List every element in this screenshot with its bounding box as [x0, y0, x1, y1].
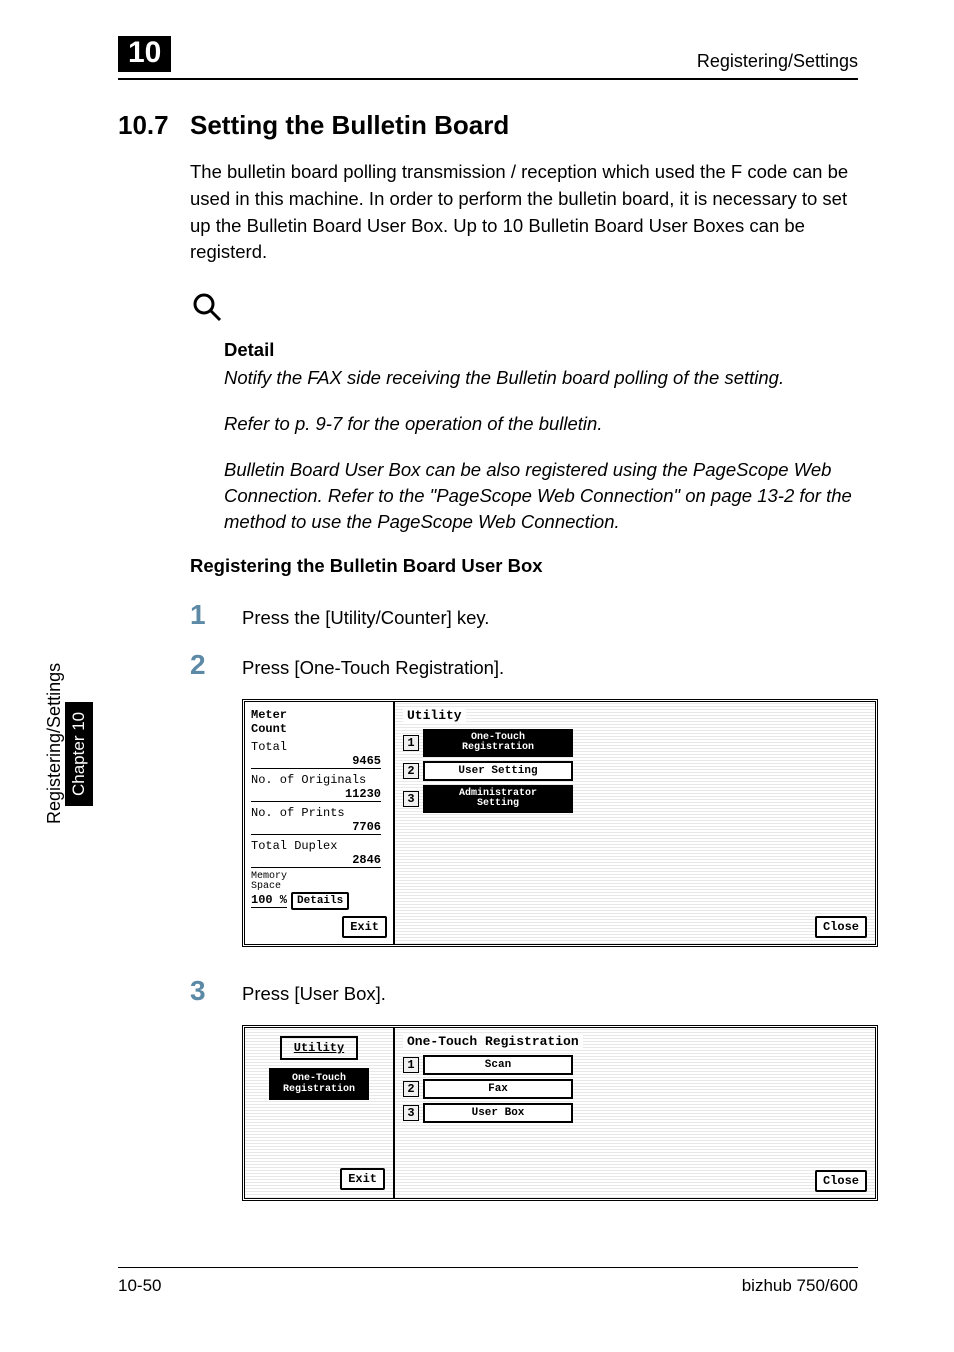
detail-icon	[190, 290, 858, 329]
option-user-box[interactable]: 3 User Box	[403, 1103, 867, 1123]
option-number: 2	[403, 763, 419, 779]
exit-button[interactable]: Exit	[342, 916, 387, 938]
details-button[interactable]: Details	[291, 892, 349, 910]
close-button[interactable]: Close	[815, 1170, 867, 1192]
meter-value: 2846	[251, 853, 381, 868]
option-number: 3	[403, 1105, 419, 1121]
page-header: 10 Registering/Settings	[118, 36, 858, 80]
close-button[interactable]: Close	[815, 916, 867, 938]
option-admin-setting[interactable]: 3 Administrator Setting	[403, 785, 867, 813]
option-label: Administrator Setting	[423, 785, 573, 813]
meter-originals: No. of Originals 11230	[251, 773, 387, 802]
step-text: Press [User Box].	[242, 983, 386, 1005]
exit-button[interactable]: Exit	[340, 1168, 385, 1190]
meter-value: 9465	[251, 754, 381, 769]
detail-p2: Refer to p. 9-7 for the operation of the…	[224, 411, 858, 437]
option-user-setting[interactable]: 2 User Setting	[403, 761, 867, 781]
option-number: 3	[403, 791, 419, 807]
utility-button[interactable]: Utility	[280, 1036, 358, 1060]
step-text: Press [One-Touch Registration].	[242, 657, 504, 679]
page-footer: 10-50 bizhub 750/600	[118, 1267, 858, 1296]
one-touch-reg-button[interactable]: One-Touch Registration	[269, 1068, 369, 1100]
lcd-panel-utility: Meter Count Total 9465 No. of Originals …	[242, 699, 878, 947]
utility-title: Utility	[403, 708, 466, 723]
meter-label: No. of Prints	[251, 806, 387, 820]
option-fax[interactable]: 2 Fax	[403, 1079, 867, 1099]
step-text: Press the [Utility/Counter] key.	[242, 607, 489, 629]
option-number: 1	[403, 735, 419, 751]
step-3: 3 Press [User Box].	[190, 975, 858, 1007]
detail-p3: Bulletin Board User Box can be also regi…	[224, 457, 858, 535]
meter-total: Total 9465	[251, 740, 387, 769]
sidetab-chapter: Chapter 10	[65, 702, 93, 806]
step-1: 1 Press the [Utility/Counter] key.	[190, 599, 858, 631]
memory-value: 100 %	[251, 893, 287, 908]
meter-duplex: Total Duplex 2846	[251, 839, 387, 868]
subheading: Registering the Bulletin Board User Box	[190, 555, 858, 577]
option-label: User Setting	[423, 761, 573, 781]
step-2: 2 Press [One-Touch Registration].	[190, 649, 858, 681]
running-head: Registering/Settings	[697, 51, 858, 72]
option-label: Fax	[423, 1079, 573, 1099]
sidetab-section: Registering/Settings	[44, 663, 64, 824]
meter-count-title: Meter Count	[251, 708, 387, 736]
meter-label: Total	[251, 740, 387, 754]
meter-label: No. of Originals	[251, 773, 387, 787]
step-number: 1	[190, 599, 242, 631]
meter-prints: No. of Prints 7706	[251, 806, 387, 835]
option-label: Scan	[423, 1055, 573, 1075]
detail-heading: Detail	[224, 339, 858, 361]
chapter-badge: 10	[118, 36, 171, 72]
one-touch-title: One-Touch Registration	[403, 1034, 583, 1049]
detail-p1: Notify the FAX side receiving the Bullet…	[224, 365, 858, 391]
side-tab: Registering/Settings Chapter 10	[44, 546, 80, 826]
step-number: 3	[190, 975, 242, 1007]
meter-value: 7706	[251, 820, 381, 835]
lcd-panel-one-touch: Utility One-Touch Registration Exit One-…	[242, 1025, 878, 1201]
option-label: One-Touch Registration	[423, 729, 573, 757]
option-scan[interactable]: 1 Scan	[403, 1055, 867, 1075]
footer-page-number: 10-50	[118, 1276, 161, 1296]
option-number: 2	[403, 1081, 419, 1097]
section-number: 10.7	[118, 110, 190, 141]
meter-value: 11230	[251, 787, 381, 802]
option-one-touch[interactable]: 1 One-Touch Registration	[403, 729, 867, 757]
option-number: 1	[403, 1057, 419, 1073]
memory-label: Memory Space	[251, 872, 287, 892]
intro-paragraph: The bulletin board polling transmission …	[190, 159, 858, 266]
meter-label: Total Duplex	[251, 839, 387, 853]
footer-model: bizhub 750/600	[742, 1276, 858, 1296]
step-number: 2	[190, 649, 242, 681]
section-heading: 10.7Setting the Bulletin Board	[118, 110, 858, 141]
option-label: User Box	[423, 1103, 573, 1123]
section-title: Setting the Bulletin Board	[190, 110, 509, 140]
